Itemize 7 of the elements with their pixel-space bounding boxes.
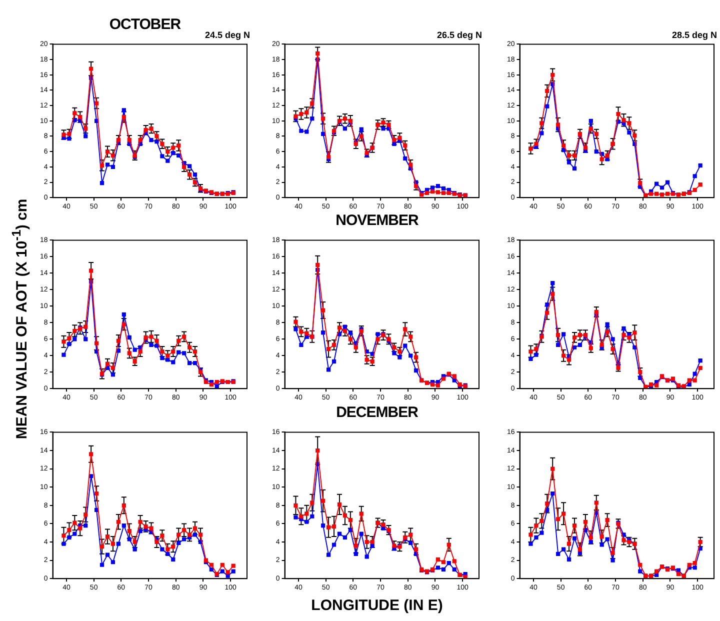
chart-subtitle: 26.5 deg N [436,30,482,40]
chart-subtitle: 28.5 deg N [672,30,717,40]
x-axis-title: LONGITUDE (IN E) [310,597,444,614]
chart-title: NOVEMBER [334,212,420,229]
chart-title: OCTOBER [109,16,181,33]
chart-title: DECEMBER [335,404,419,421]
chart-subtitle: 24.5 deg N [204,30,250,40]
